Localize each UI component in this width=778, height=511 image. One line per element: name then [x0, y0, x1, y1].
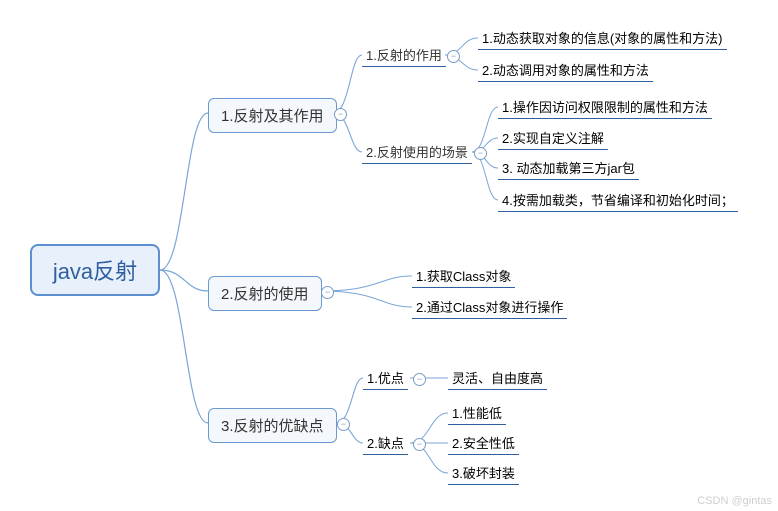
collapse-icon[interactable]: − [321, 286, 334, 299]
collapse-icon[interactable]: − [334, 108, 347, 121]
leaf-text: 2.安全性低 [452, 436, 515, 451]
leaf-b1a-0[interactable]: 1.动态获取对象的信息(对象的属性和方法) [478, 27, 727, 50]
leaf-text: 3. 动态加载第三方jar包 [502, 161, 635, 176]
sub-b3a[interactable]: 1.优点 [363, 367, 408, 390]
root-label: java反射 [53, 254, 137, 286]
sub-b3b[interactable]: 2.缺点 [363, 432, 408, 455]
leaf-b3b-1[interactable]: 2.安全性低 [448, 432, 519, 455]
branch-2-label: 2.反射的使用 [221, 283, 309, 304]
root-node[interactable]: java反射 [30, 244, 160, 296]
leaf-b2-0[interactable]: 1.获取Class对象 [412, 265, 515, 288]
branch-3[interactable]: 3.反射的优缺点 [208, 408, 337, 443]
collapse-icon[interactable]: − [447, 50, 460, 63]
collapse-icon[interactable]: − [413, 438, 426, 451]
sub-b1b-label: 2.反射使用的场景 [366, 145, 468, 160]
branch-2[interactable]: 2.反射的使用 [208, 276, 322, 311]
watermark-text: CSDN @gintas [697, 495, 772, 507]
leaf-text: 1.动态获取对象的信息(对象的属性和方法) [482, 31, 723, 46]
leaf-b1b-0[interactable]: 1.操作因访问权限限制的属性和方法 [498, 96, 712, 119]
leaf-text: 4.按需加载类，节省编译和初始化时间； [502, 193, 734, 208]
leaf-text: 2.通过Class对象进行操作 [416, 300, 563, 315]
leaf-text: 2.动态调用对象的属性和方法 [482, 63, 649, 78]
sub-b3a-label: 1.优点 [367, 371, 404, 386]
leaf-text: 1.获取Class对象 [416, 269, 511, 284]
leaf-text: 1.操作因访问权限限制的属性和方法 [502, 100, 708, 115]
branch-1-label: 1.反射及其作用 [221, 105, 324, 126]
sub-b3b-label: 2.缺点 [367, 436, 404, 451]
leaf-b1b-1[interactable]: 2.实现自定义注解 [498, 127, 608, 150]
leaf-b3b-2[interactable]: 3.破坏封装 [448, 462, 519, 485]
collapse-icon[interactable]: − [474, 147, 487, 160]
leaf-b1b-2[interactable]: 3. 动态加载第三方jar包 [498, 157, 639, 180]
sub-b1a-label: 1.反射的作用 [366, 48, 442, 63]
leaf-b3a-0[interactable]: 灵活、自由度高 [448, 367, 547, 390]
leaf-text: 3.破坏封装 [452, 466, 515, 481]
leaf-text: 2.实现自定义注解 [502, 131, 604, 146]
leaf-b1b-3[interactable]: 4.按需加载类，节省编译和初始化时间； [498, 189, 738, 212]
sub-b1a[interactable]: 1.反射的作用 [362, 44, 446, 67]
sub-b1b[interactable]: 2.反射使用的场景 [362, 141, 472, 164]
leaf-b3b-0[interactable]: 1.性能低 [448, 402, 506, 425]
leaf-b1a-1[interactable]: 2.动态调用对象的属性和方法 [478, 59, 653, 82]
collapse-icon[interactable]: − [337, 418, 350, 431]
branch-3-label: 3.反射的优缺点 [221, 415, 324, 436]
leaf-b2-1[interactable]: 2.通过Class对象进行操作 [412, 296, 567, 319]
branch-1[interactable]: 1.反射及其作用 [208, 98, 337, 133]
collapse-icon[interactable]: − [413, 373, 426, 386]
leaf-text: 灵活、自由度高 [452, 371, 543, 386]
leaf-text: 1.性能低 [452, 406, 502, 421]
